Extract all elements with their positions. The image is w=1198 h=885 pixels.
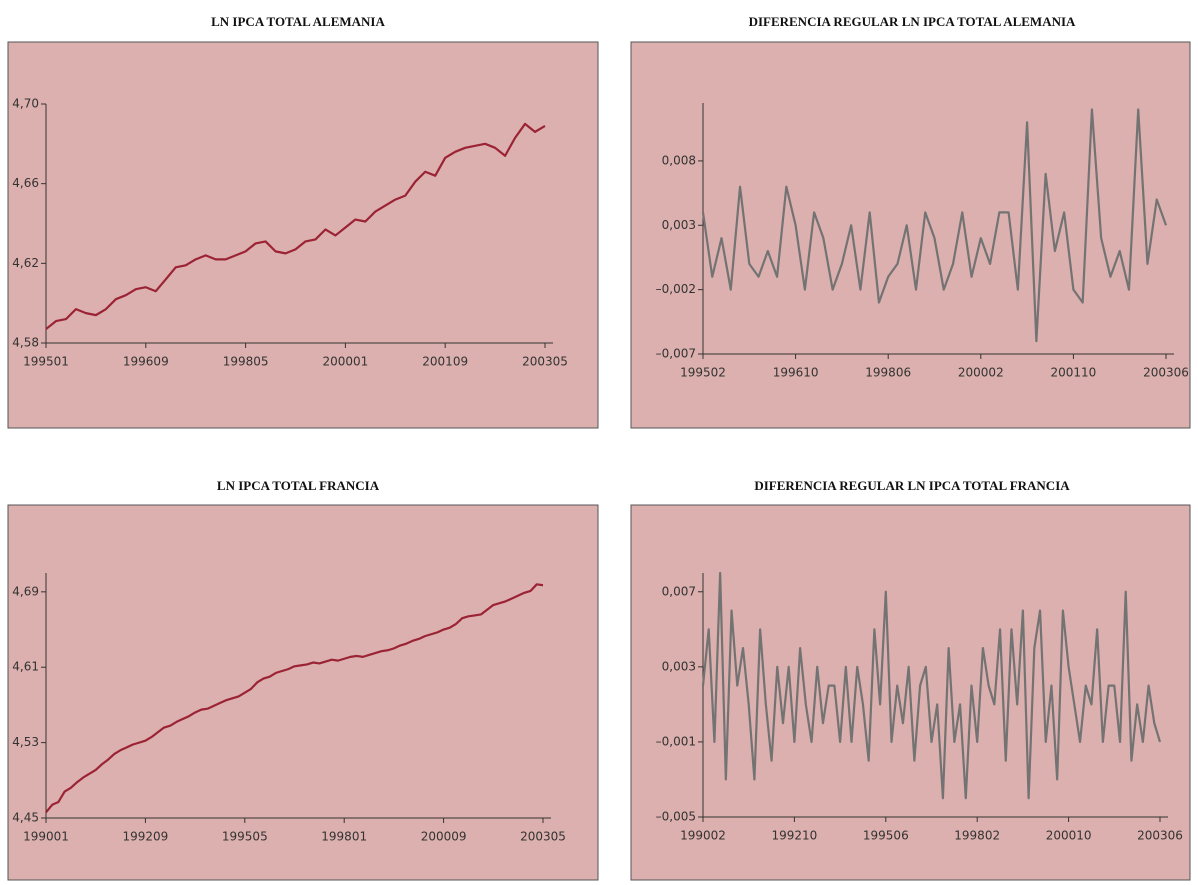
x-tick-label: 199502 — [680, 366, 726, 380]
x-tick-label: 199610 — [773, 366, 819, 380]
chart-title: DIFERENCIA REGULAR LN IPCA TOTAL ALEMANI… — [749, 14, 1076, 29]
line-series — [701, 108, 1168, 343]
x-tick-label: 199001 — [23, 830, 69, 844]
chart-title: LN IPCA TOTAL FRANCIA — [217, 478, 380, 493]
line-series — [701, 571, 1162, 800]
line-series — [45, 122, 546, 330]
y-tick-label: 4,45 — [12, 811, 39, 825]
panel — [630, 41, 1191, 429]
x-tick-label: 200109 — [422, 355, 468, 369]
x-tick-label: 199002 — [680, 829, 726, 843]
y-tick-label: 4,70 — [12, 97, 39, 111]
y-tick-label: –0,007 — [656, 347, 696, 361]
chart-title: DIFERENCIA REGULAR LN IPCA TOTAL FRANCIA — [754, 478, 1070, 493]
x-tick-label: 199806 — [865, 366, 911, 380]
y-tick-label: 0,008 — [662, 153, 696, 167]
y-tick-label: 0,003 — [662, 218, 696, 232]
x-tick-label: 200009 — [421, 830, 467, 844]
panel — [7, 504, 599, 881]
panel — [7, 41, 599, 429]
x-tick-label: 200306 — [1143, 366, 1189, 380]
y-tick-label: 4,58 — [12, 336, 39, 350]
y-tick-label: 4,62 — [12, 256, 39, 270]
y-tick-label: 0,003 — [662, 659, 696, 673]
x-tick-label: 200110 — [1050, 366, 1096, 380]
y-tick-label: 4,66 — [12, 176, 39, 190]
x-tick-label: 199805 — [223, 355, 269, 369]
x-tick-label: 199505 — [222, 830, 268, 844]
x-tick-label: 200305 — [522, 355, 568, 369]
x-tick-label: 200010 — [1046, 829, 1092, 843]
y-tick-label: 4,53 — [12, 735, 39, 749]
x-tick-label: 200306 — [1137, 829, 1183, 843]
y-tick-label: –0,005 — [656, 810, 696, 824]
y-tick-label: 0,007 — [662, 584, 696, 598]
x-tick-label: 199801 — [321, 830, 367, 844]
y-tick-label: –0,001 — [656, 734, 696, 748]
y-tick-label: 4,61 — [12, 660, 39, 674]
line-series — [45, 583, 544, 814]
y-tick-label: –0,002 — [656, 282, 696, 296]
x-tick-label: 199609 — [123, 355, 169, 369]
x-tick-label: 199210 — [771, 829, 817, 843]
x-tick-label: 199506 — [863, 829, 909, 843]
x-tick-label: 199802 — [954, 829, 1000, 843]
x-tick-label: 199501 — [23, 355, 69, 369]
x-tick-label: 200305 — [520, 830, 566, 844]
x-tick-label: 200002 — [958, 366, 1004, 380]
chart-title: LN IPCA TOTAL ALEMANIA — [211, 14, 385, 29]
x-tick-label: 199209 — [122, 830, 168, 844]
x-tick-label: 200001 — [322, 355, 368, 369]
y-tick-label: 4,69 — [12, 584, 39, 598]
